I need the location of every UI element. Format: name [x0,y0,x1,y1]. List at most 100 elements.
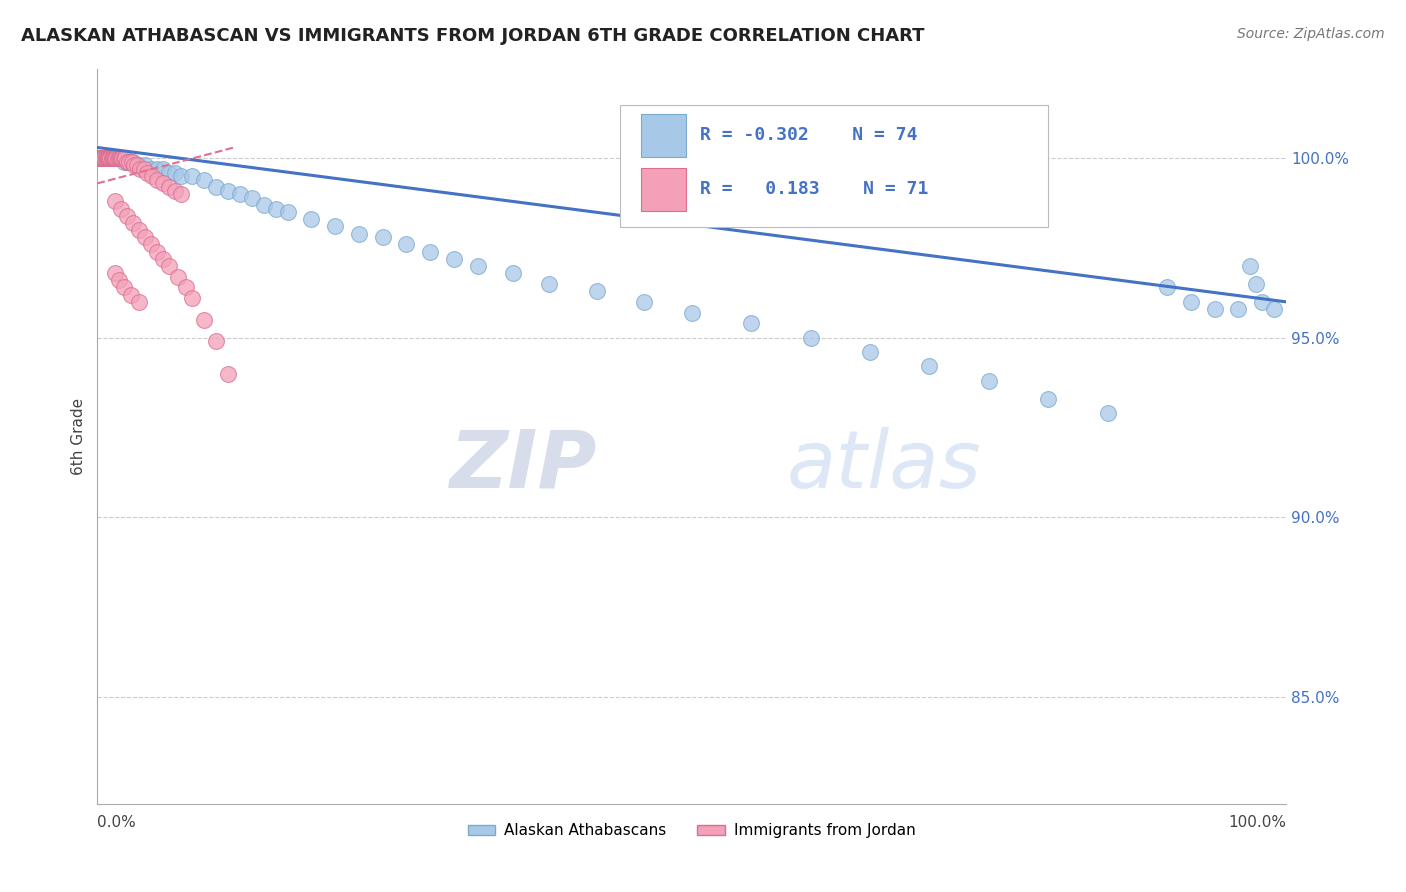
Point [141,169,163,184]
Point [107,151,129,165]
Point [152,252,174,266]
Point [91,151,114,165]
Point [122,158,145,172]
Point [96,151,118,165]
Point [152,177,174,191]
Point [205,334,228,349]
Point [96,151,118,165]
Point [918,359,941,374]
Point [120,154,142,169]
Point [125,158,148,172]
Point [112,280,135,294]
Point [101,151,124,165]
Point [163,166,186,180]
Point [104,151,127,165]
Point [103,151,125,165]
Point [100,151,122,165]
Text: 0.0%: 0.0% [97,815,136,830]
Point [169,169,191,184]
Point [157,166,180,180]
Point [98,151,121,165]
Point [118,154,141,169]
Point [157,180,180,194]
Point [97,151,120,165]
Point [91,151,114,165]
Point [90,151,112,165]
Point [1251,294,1274,309]
Point [146,173,169,187]
Point [96,151,118,165]
Point [112,154,135,169]
Point [1156,280,1178,294]
Point [96,151,118,165]
Point [111,151,134,165]
Point [467,259,489,273]
Point [115,154,138,169]
Point [122,154,145,169]
Point [146,161,169,176]
Point [110,151,132,165]
Point [108,151,131,165]
Point [136,166,159,180]
Point [240,191,263,205]
Text: R =   0.183    N = 71: R = 0.183 N = 71 [700,180,928,198]
Point [100,151,122,165]
Point [139,237,162,252]
Point [229,187,252,202]
Point [100,151,122,165]
Point [681,305,703,319]
Point [120,287,142,301]
Point [169,187,191,202]
Point [89,151,111,165]
Point [633,294,655,309]
Point [98,151,121,165]
Point [103,151,125,165]
Point [100,151,122,165]
Point [176,280,198,294]
Point [97,151,120,165]
Point [1180,294,1202,309]
Point [537,277,560,291]
FancyBboxPatch shape [620,105,1049,227]
Point [1239,259,1261,273]
Point [90,151,112,165]
Y-axis label: 6th Grade: 6th Grade [72,398,86,475]
Point [1263,301,1285,316]
Point [167,269,190,284]
Point [90,151,112,165]
Point [100,151,122,165]
Point [128,223,150,237]
Point [98,151,121,165]
Point [91,151,114,165]
Point [277,205,299,219]
Point [1204,301,1226,316]
Point [193,312,215,326]
Legend: Alaskan Athabascans, Immigrants from Jordan: Alaskan Athabascans, Immigrants from Jor… [461,817,922,845]
Point [347,227,370,241]
Point [132,161,155,176]
Point [89,151,111,165]
Point [115,209,138,223]
Point [740,317,762,331]
Point [1244,277,1267,291]
Point [253,198,276,212]
Point [101,151,124,165]
Point [87,151,110,165]
Text: R = -0.302    N = 74: R = -0.302 N = 74 [700,127,918,145]
Point [323,219,346,234]
Point [443,252,465,266]
Point [97,151,120,165]
Point [181,291,204,305]
Point [107,151,129,165]
Point [93,151,115,165]
Bar [641,114,686,157]
Text: atlas: atlas [787,427,981,505]
Point [1097,406,1119,420]
Point [101,151,124,165]
Point [1227,301,1250,316]
Point [799,331,821,345]
Point [110,151,132,165]
Point [122,216,145,230]
Point [146,244,169,259]
Point [104,194,127,209]
